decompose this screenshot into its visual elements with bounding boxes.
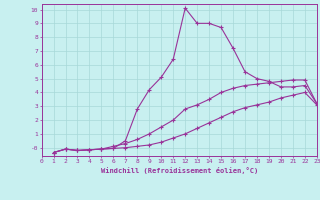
X-axis label: Windchill (Refroidissement éolien,°C): Windchill (Refroidissement éolien,°C) <box>100 167 258 174</box>
